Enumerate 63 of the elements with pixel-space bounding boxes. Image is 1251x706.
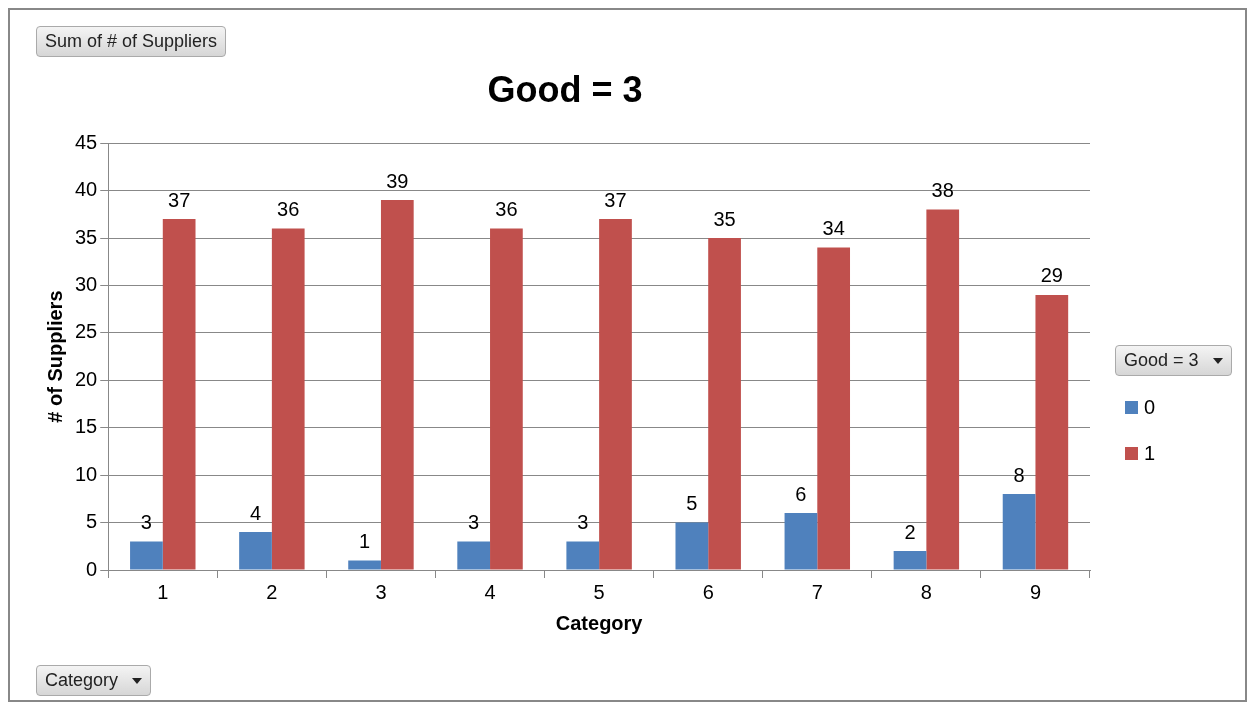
y-tick-label: 0 (86, 557, 98, 580)
y-tick-label: 35 (75, 225, 98, 248)
bar (1035, 294, 1069, 570)
x-tick-label: 5 (593, 580, 605, 603)
bar (457, 541, 491, 570)
x-tick-label: 8 (920, 580, 932, 603)
y-tick-label: 15 (75, 415, 98, 438)
y-tick-label: 5 (86, 510, 98, 533)
bar (926, 209, 960, 570)
data-label: 29 (1040, 264, 1063, 287)
x-tick-label: 9 (1029, 580, 1042, 603)
bar (380, 200, 414, 570)
y-tick-label: 20 (75, 367, 98, 390)
bar (490, 228, 523, 570)
x-tick-label: 6 (702, 580, 714, 603)
bar (708, 238, 741, 570)
legend-label: 1 (1144, 441, 1156, 465)
bar (675, 522, 709, 570)
data-label: 8 (1013, 463, 1025, 486)
x-tick-label: 4 (484, 580, 496, 603)
bar (784, 513, 818, 570)
bar (239, 532, 272, 570)
data-label: 3 (140, 511, 152, 534)
data-label: 39 (386, 169, 409, 192)
data-label: 3 (468, 511, 480, 534)
data-label: 37 (604, 188, 627, 211)
bar (348, 560, 381, 570)
y-tick-label: 10 (75, 462, 98, 485)
data-label: 36 (277, 198, 300, 221)
x-tick-label: 1 (157, 580, 169, 603)
data-label: 37 (168, 188, 191, 211)
legend-title: Good = 3 (1124, 350, 1199, 371)
data-label: 3 (577, 511, 589, 534)
data-label: 38 (931, 179, 954, 202)
bar (1002, 494, 1036, 570)
x-tick-label: 2 (266, 580, 278, 603)
data-label: 34 (822, 217, 845, 240)
data-label: 6 (795, 482, 807, 505)
data-label: 36 (495, 198, 518, 221)
y-axis-title: # of Suppliers (43, 290, 66, 423)
text: Sum of # of Suppliers (36, 26, 227, 57)
y-tick-label: 45 (75, 130, 98, 153)
data-label: 2 (904, 520, 916, 543)
x-tick-label: 3 (375, 580, 387, 603)
data-label: 35 (713, 207, 736, 230)
x-axis-title: Category (555, 611, 644, 634)
text: Category (45, 670, 119, 691)
y-tick-label: 25 (75, 320, 98, 343)
x-tick-label: 7 (811, 580, 823, 603)
data-label: 1 (359, 530, 371, 553)
data-label: 5 (686, 492, 698, 515)
bar (893, 551, 927, 570)
bar (599, 219, 632, 570)
bar (162, 219, 196, 570)
bar (130, 541, 163, 570)
chart-title: Good = 3 (487, 68, 643, 110)
data-label: 4 (249, 501, 262, 524)
bar (566, 541, 600, 570)
bar (271, 228, 305, 570)
bar (817, 247, 851, 570)
y-tick-label: 40 (75, 178, 98, 201)
legend-label: 0 (1144, 395, 1156, 419)
y-tick-label: 30 (75, 272, 98, 295)
